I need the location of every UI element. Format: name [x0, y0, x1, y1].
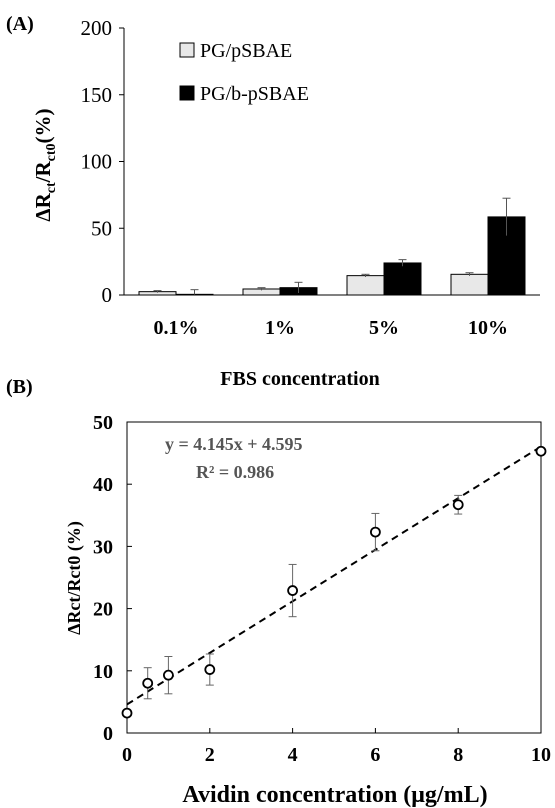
y-tick-label: 100 — [81, 150, 113, 174]
data-point — [287, 585, 299, 596]
data-point — [162, 669, 174, 681]
legend-label-pg-b-psbae: PG/b-pSBAE — [200, 83, 309, 105]
y-tick-label: 0 — [103, 723, 113, 745]
bar — [383, 262, 422, 296]
fit-line — [126, 445, 542, 706]
bar-chart-panel: (A) 0 50 100 150 200 0.1% 1% 5% 10% ΔRct/Rct0(%… — [6, 13, 540, 390]
bar — [450, 273, 489, 296]
x-axis-label-b: Avidin concentration (μg/mL) — [182, 782, 487, 808]
x-tick-label: 8 — [453, 744, 463, 766]
data-point — [121, 707, 133, 719]
category-label: 1% — [265, 317, 295, 339]
x-tick-label: 4 — [288, 744, 298, 766]
y-axis-label: ΔRct/Rct0(%) — [31, 108, 59, 221]
panel-label-a: (A) — [6, 13, 34, 35]
data-point — [142, 677, 154, 689]
category-label: 0.1% — [154, 317, 199, 339]
plot-frame — [126, 421, 542, 734]
y-tick-label: 200 — [81, 16, 113, 40]
legend-label-pg-psbae: PG/pSBAE — [200, 40, 292, 62]
x-axis-label: FBS concentration — [220, 368, 379, 390]
y-tick-label: 150 — [81, 83, 113, 107]
legend-swatch-pg-psbae — [179, 42, 195, 58]
y-tick-label: 20 — [93, 599, 113, 621]
data-point — [204, 664, 216, 675]
x-tick-label: 2 — [205, 744, 215, 766]
category-label: 10% — [468, 317, 508, 339]
fit-equation: y = 4.145x + 4.595 — [165, 434, 303, 454]
x-tick-label: 10 — [531, 744, 551, 766]
y-tick-label: 10 — [93, 661, 113, 683]
y-tick-label: 0 — [102, 283, 113, 307]
panel-label-b: (B) — [6, 376, 33, 398]
data-point — [369, 526, 381, 538]
legend: PG/pSBAE PG/b-pSBAE — [179, 40, 309, 105]
y-tick-label: 50 — [91, 216, 112, 240]
x-tick-label: 0 — [122, 744, 132, 766]
y-tick-label: 30 — [93, 536, 113, 558]
x-tick-label: 6 — [370, 744, 380, 766]
y-tick-label: 50 — [93, 412, 113, 434]
legend-swatch-pg-b-psbae — [179, 85, 195, 101]
scatter-chart-panel: (B) 0 10 20 30 40 50 0 2 4 6 8 10 y = 4.145x + 4.5… — [6, 376, 551, 808]
category-label: 5% — [369, 317, 399, 339]
fit-r-squared: R² = 0.986 — [196, 462, 274, 482]
data-point — [535, 445, 547, 457]
data-point — [452, 499, 464, 511]
y-tick-label: 40 — [93, 474, 113, 496]
y-axis-label-b: ΔRct/Rct0 (%) — [64, 521, 85, 635]
bar — [346, 275, 385, 296]
